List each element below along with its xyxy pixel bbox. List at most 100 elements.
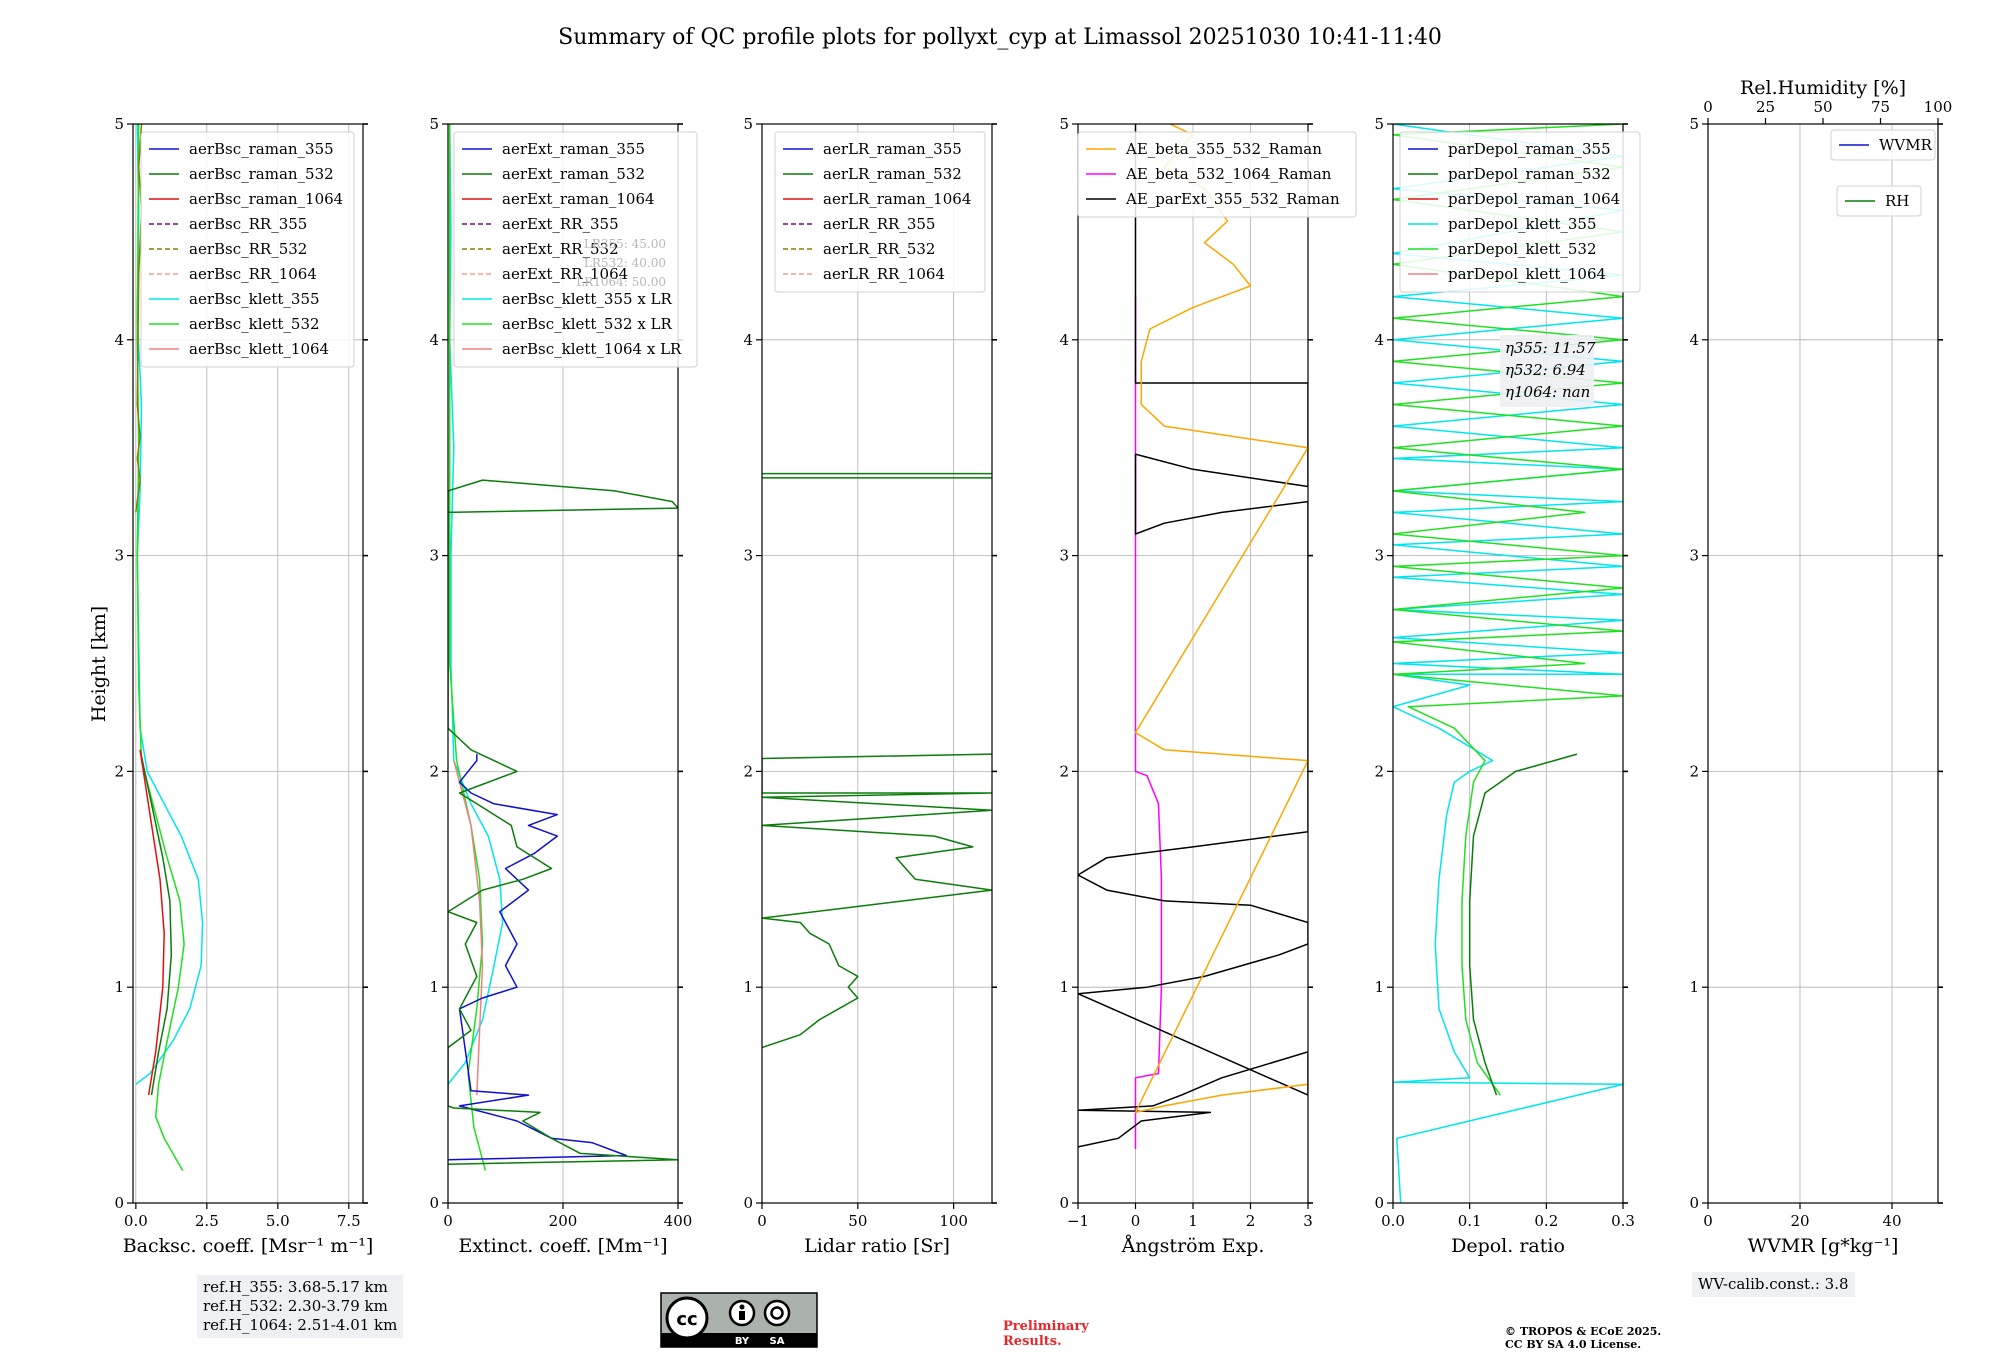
x-tick-label: 0 bbox=[443, 1212, 453, 1230]
y-tick-label: 1 bbox=[743, 978, 753, 996]
series-group bbox=[448, 124, 678, 1171]
lidar-ratio-label: LR1064: 50.00 bbox=[576, 275, 666, 289]
top-x-tick-label: 100 bbox=[1924, 98, 1953, 116]
y-tick-label: 0 bbox=[743, 1194, 753, 1212]
panel-5: 0 1 2 3 4 5 0.0 0.1 0.2 0.3 Depol. ratio parDepol_r… bbox=[1374, 115, 1641, 1257]
y-tick-label: 2 bbox=[1059, 762, 1069, 780]
y-tick-label: 2 bbox=[429, 762, 439, 780]
series-line bbox=[448, 754, 628, 1161]
x-tick-label: 0.0 bbox=[124, 1212, 148, 1230]
legend-label: aerBsc_klett_532 bbox=[189, 315, 320, 333]
legend-box bbox=[1077, 131, 1357, 218]
legend-label: parDepol_klett_355 bbox=[1448, 215, 1597, 233]
axes-frame bbox=[761, 123, 993, 1204]
y-tick-label: 3 bbox=[743, 547, 753, 565]
y-tick-label: 0 bbox=[1689, 1194, 1699, 1212]
x-axis-label: Extinct. coeff. [Mm⁻¹] bbox=[458, 1235, 667, 1257]
y-tick-label: 5 bbox=[114, 115, 124, 133]
y-tick-label: 4 bbox=[1059, 331, 1069, 349]
series-line bbox=[139, 749, 173, 1096]
y-tick-label: 5 bbox=[1689, 115, 1699, 133]
x-tick-label: 0.3 bbox=[1611, 1212, 1635, 1230]
legend-label: aerExt_RR_532 bbox=[502, 240, 619, 258]
x-tick-label: 0 bbox=[1703, 1212, 1713, 1230]
x-tick-label: 200 bbox=[549, 1212, 578, 1230]
series-group bbox=[1393, 124, 1623, 1203]
legend-label: WVMR bbox=[1879, 136, 1933, 154]
legend-label: aerLR_raman_1064 bbox=[823, 190, 971, 208]
figure-title: Summary of QC profile plots for pollyxt_… bbox=[558, 25, 1442, 50]
legend-label: aerBsc_RR_532 bbox=[189, 240, 307, 258]
legend-box bbox=[140, 131, 355, 368]
legend-label: aerLR_raman_355 bbox=[823, 140, 962, 158]
eta-box bbox=[1500, 335, 1594, 407]
legend-label: parDepol_klett_532 bbox=[1448, 240, 1597, 258]
legend-label: aerExt_RR_1064 bbox=[502, 265, 628, 283]
legend-label: RH bbox=[1885, 192, 1909, 210]
y-tick-label: 4 bbox=[743, 331, 753, 349]
y-tick-label: 3 bbox=[429, 547, 439, 565]
x-tick-label: 7.5 bbox=[337, 1212, 361, 1230]
x-tick-label: 0.1 bbox=[1458, 1212, 1482, 1230]
eta-label: η1064: nan bbox=[1505, 383, 1590, 401]
axes-frame bbox=[132, 123, 364, 1204]
y-tick-label: 2 bbox=[114, 762, 124, 780]
legend-label: aerLR_RR_355 bbox=[823, 215, 935, 233]
series-line bbox=[139, 749, 165, 1096]
series-line bbox=[448, 124, 487, 1171]
y-tick-label: 1 bbox=[1374, 978, 1384, 996]
legend-label: aerBsc_klett_355 x LR bbox=[502, 290, 673, 308]
axes-frame bbox=[1392, 123, 1624, 1204]
legend-label: aerLR_RR_532 bbox=[823, 240, 935, 258]
sa-label: SA bbox=[770, 1336, 785, 1347]
legend-label: AE_beta_355_532_Raman bbox=[1125, 140, 1322, 158]
y-tick-label: 4 bbox=[1689, 331, 1699, 349]
series-line bbox=[1134, 296, 1163, 1149]
x-tick-label: 20 bbox=[1790, 1212, 1809, 1230]
series-line bbox=[136, 124, 185, 1171]
eta-label: η532: 6.94 bbox=[1505, 361, 1586, 379]
series-line bbox=[762, 753, 992, 1049]
x-axis-label: WVMR [g*kg⁻¹] bbox=[1748, 1235, 1899, 1257]
x-axis-label: Backsc. coeff. [Msr⁻¹ m⁻¹] bbox=[123, 1235, 374, 1257]
y-tick-label: 3 bbox=[1689, 547, 1699, 565]
series-line bbox=[448, 124, 504, 1085]
series-line bbox=[135, 124, 204, 1085]
x-tick-label: 50 bbox=[848, 1212, 867, 1230]
top-x-axis-label: Rel.Humidity [%] bbox=[1740, 77, 1906, 99]
legend-label: aerBsc_klett_1064 x LR bbox=[502, 340, 682, 358]
x-tick-label: 40 bbox=[1882, 1212, 1901, 1230]
top-x-tick-label: 75 bbox=[1871, 98, 1890, 116]
series-line bbox=[1468, 753, 1578, 1096]
sa-icon bbox=[763, 1299, 791, 1327]
x-tick-label: 0.0 bbox=[1381, 1212, 1405, 1230]
panel-2: 0 1 2 3 4 5 0 200 400 Extinct. coeff. [Mm⁻¹] aerEx… bbox=[429, 115, 698, 1257]
legend-label: aerBsc_raman_355 bbox=[189, 140, 334, 158]
y-tick-label: 2 bbox=[1374, 762, 1384, 780]
y-tick-label: 5 bbox=[1059, 115, 1069, 133]
y-tick-label: 4 bbox=[1374, 331, 1384, 349]
legend-label: AE_beta_532_1064_Raman bbox=[1125, 165, 1332, 183]
series-line bbox=[1393, 124, 1623, 1096]
panel-1: 0 1 2 3 4 5 0.0 2.5 5.0 7.5 Backsc. coeff. [Msr⁻¹ … bbox=[114, 115, 373, 1257]
x-tick-label: 0 bbox=[757, 1212, 767, 1230]
legend-label: aerBsc_klett_1064 bbox=[189, 340, 329, 358]
legend-label: parDepol_raman_532 bbox=[1448, 165, 1611, 183]
y-tick-label: 0 bbox=[114, 1194, 124, 1212]
legend-label: aerExt_RR_355 bbox=[502, 215, 619, 233]
legend-label: parDepol_raman_355 bbox=[1448, 140, 1611, 158]
lidar-ratio-label: LR532: 40.00 bbox=[584, 256, 666, 270]
legend-label: aerBsc_klett_532 x LR bbox=[502, 315, 673, 333]
y-tick-label: 5 bbox=[743, 115, 753, 133]
preliminary-results-note: Preliminary Results. bbox=[1003, 1319, 1089, 1349]
series-line bbox=[448, 479, 678, 1165]
y-tick-label: 5 bbox=[1374, 115, 1384, 133]
copyright-note: © TROPOS & ECoE 2025. CC BY SA 4.0 Licen… bbox=[1505, 1325, 1662, 1351]
x-tick-label: 0 bbox=[1131, 1212, 1141, 1230]
y-tick-label: 4 bbox=[429, 331, 439, 349]
legend-label: aerExt_raman_355 bbox=[502, 140, 645, 158]
legend-label: aerLR_RR_1064 bbox=[823, 265, 945, 283]
wv-calib-note: WV-calib.const.: 3.8 bbox=[1692, 1272, 1855, 1297]
